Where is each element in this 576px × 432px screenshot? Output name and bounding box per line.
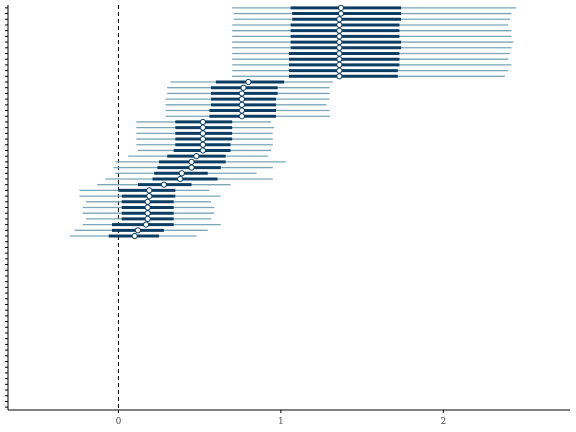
mean-point <box>177 175 184 183</box>
mean-point <box>336 61 343 68</box>
mean-point <box>144 210 151 217</box>
mean-point <box>245 78 252 86</box>
mean-point <box>144 215 151 223</box>
mean-point <box>238 107 245 114</box>
mean-point <box>238 96 245 103</box>
mean-point <box>337 4 345 11</box>
mean-point <box>199 124 207 131</box>
mean-point <box>178 170 185 177</box>
mean-point <box>199 130 207 137</box>
mean-point <box>336 44 343 51</box>
mean-point <box>336 38 343 46</box>
mean-point <box>131 232 138 240</box>
mean-point <box>336 33 343 40</box>
interval-rows <box>69 4 517 240</box>
mean-point <box>336 67 343 74</box>
mean-point <box>193 153 200 160</box>
mean-point <box>238 113 245 120</box>
x-tick-label: 2 <box>440 417 446 427</box>
mean-point <box>188 164 195 171</box>
x-tick-label: 0 <box>116 417 122 427</box>
x-tick-label: 1 <box>278 417 284 427</box>
mean-point <box>336 73 343 80</box>
mean-point <box>238 101 245 108</box>
mean-point <box>336 56 343 63</box>
mean-point <box>199 141 207 148</box>
mean-point <box>142 221 150 228</box>
mean-point <box>240 84 247 91</box>
mean-point <box>336 16 343 23</box>
mean-point <box>144 204 151 211</box>
mean-point <box>336 50 343 57</box>
mean-point <box>238 90 245 97</box>
mean-point <box>336 21 343 29</box>
mean-point <box>199 135 207 143</box>
mean-point <box>144 198 151 205</box>
mean-point <box>336 27 343 34</box>
mean-point <box>146 192 153 200</box>
mean-point <box>188 158 195 165</box>
x-axis-ticks: 0 1 2 <box>116 410 446 427</box>
mean-point <box>199 118 207 126</box>
mean-point <box>199 147 207 154</box>
mean-point <box>337 10 345 17</box>
mean-point <box>160 181 168 188</box>
mean-point <box>134 227 142 234</box>
mean-point <box>146 187 153 194</box>
